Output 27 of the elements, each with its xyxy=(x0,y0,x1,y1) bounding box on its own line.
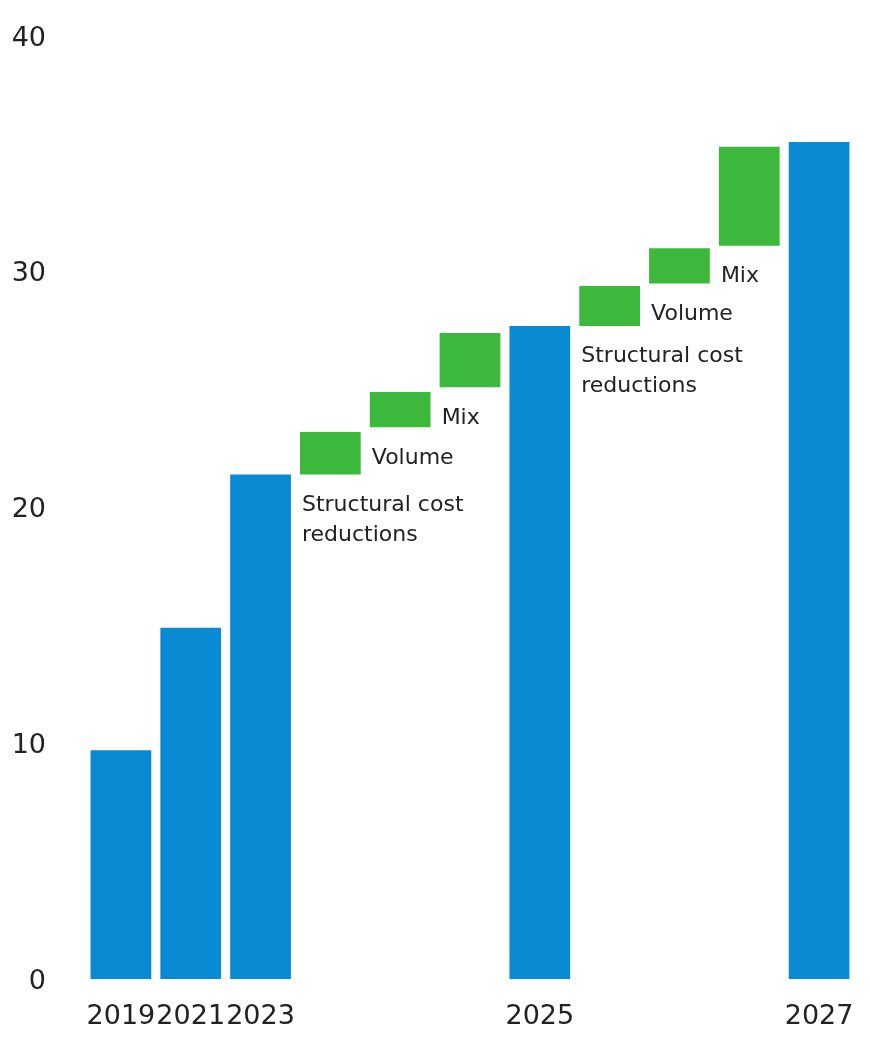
y-tick-label: 30 xyxy=(11,256,46,288)
x-tick-label: 2025 xyxy=(505,999,575,1030)
x-tick-label: 2021 xyxy=(156,999,226,1030)
annotation: Mix xyxy=(441,403,480,429)
bar xyxy=(579,285,641,326)
y-tick-label: 10 xyxy=(11,727,46,759)
bar xyxy=(649,248,710,284)
bar xyxy=(299,432,361,475)
x-tick-label: 2019 xyxy=(86,999,156,1030)
x-tick-label: 2027 xyxy=(784,999,854,1030)
bar xyxy=(369,391,431,428)
bar xyxy=(90,750,152,979)
bar xyxy=(718,146,780,246)
y-tick-label: 40 xyxy=(11,20,46,52)
annotation: Structural cost reductions xyxy=(301,490,471,546)
bar xyxy=(160,627,222,979)
y-tick-label: 20 xyxy=(11,492,46,523)
bar xyxy=(509,325,571,979)
annotation: Volume xyxy=(371,443,454,469)
annotation: Structural cost reductions xyxy=(581,342,750,398)
x-tick-label: 2023 xyxy=(226,999,295,1030)
annotation: Volume xyxy=(651,300,733,326)
y-tick-label: 0 xyxy=(28,963,46,995)
bar xyxy=(439,333,501,388)
bar xyxy=(230,474,291,979)
annotation: Mix xyxy=(720,262,760,288)
bar xyxy=(788,142,850,979)
